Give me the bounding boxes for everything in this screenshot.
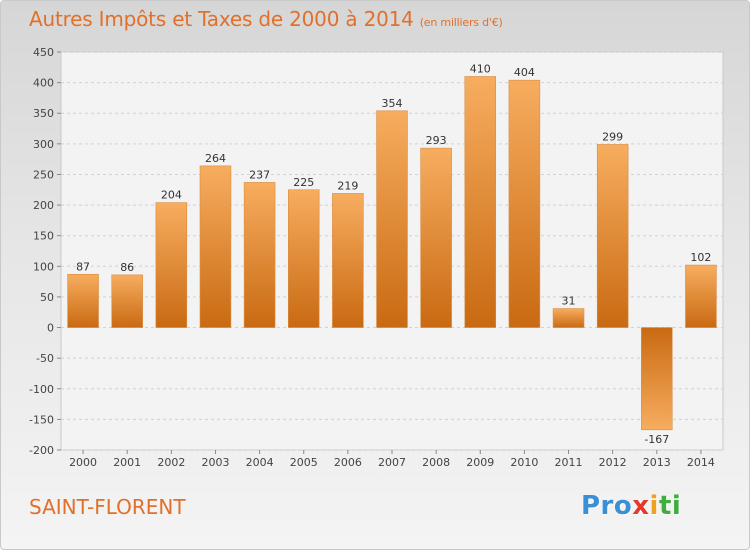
x-tick-label: 2008	[422, 456, 450, 469]
logo-part-4: ti	[658, 491, 682, 521]
y-tick-label: 200	[33, 199, 54, 212]
y-tick-label: 250	[33, 168, 54, 181]
x-tick-label: 2003	[201, 456, 229, 469]
x-tick-label: 2014	[687, 456, 715, 469]
y-tick-label: 50	[40, 291, 54, 304]
bar	[199, 165, 232, 328]
y-tick-label: -200	[29, 444, 54, 457]
logo-part-2: x	[632, 491, 650, 521]
bar	[111, 274, 143, 328]
data-label: 31	[562, 295, 576, 308]
bar	[287, 189, 320, 328]
x-tick-label: 2005	[290, 456, 318, 469]
data-label: 87	[76, 260, 90, 273]
bar	[67, 273, 99, 328]
y-tick-label: -50	[36, 352, 54, 365]
x-tick-label: 2010	[510, 456, 538, 469]
x-axis: 2000 2001 2002 2003 2004 2005 2006 2007 2008 2009…	[69, 450, 715, 469]
logo-part-1: Pro	[581, 491, 633, 521]
x-tick-label: 2011	[555, 456, 583, 469]
x-tick-label: 2007	[378, 456, 406, 469]
x-tick-label: 2001	[113, 456, 141, 469]
chart-title-text: Autres Impôts et Taxes de 2000 à 2014	[29, 7, 414, 31]
data-label: 237	[249, 168, 270, 181]
bar	[420, 147, 452, 328]
bars: 87 86 204 264 237 225 219 354 293 410 404 31 299 -167…	[67, 62, 717, 446]
x-tick-label: 2004	[246, 456, 274, 469]
location-label: SAINT-FLORENT	[29, 495, 186, 519]
bar	[243, 182, 276, 328]
y-tick-label: 350	[33, 107, 54, 120]
y-tick-label: 0	[47, 322, 54, 335]
data-label: 86	[120, 261, 134, 274]
x-tick-label: 2002	[157, 456, 185, 469]
chart-subtitle: (en milliers d'€)	[419, 16, 503, 29]
bar	[685, 264, 717, 328]
y-axis: -200 -150 -100 -50 0 50 100 150 200 250 300 350 400 4…	[29, 46, 61, 457]
y-tick-label: 150	[33, 230, 54, 243]
data-label: 204	[161, 189, 182, 202]
x-tick-label: 2009	[466, 456, 494, 469]
bar	[552, 308, 585, 328]
chart-title: Autres Impôts et Taxes de 2000 à 2014 (en…	[29, 7, 503, 31]
bar	[641, 327, 673, 431]
bar	[464, 76, 497, 328]
bar	[155, 202, 188, 328]
bar	[508, 79, 541, 328]
y-tick-label: 400	[33, 77, 54, 90]
y-tick-label: -150	[29, 413, 54, 426]
x-tick-label: 2006	[334, 456, 362, 469]
data-label: 264	[205, 152, 226, 165]
x-tick-label: 2012	[599, 456, 627, 469]
y-tick-label: -100	[29, 383, 54, 396]
data-label: 219	[337, 179, 358, 192]
data-label: -167	[644, 433, 669, 446]
data-label: 102	[690, 251, 711, 264]
data-label: 410	[470, 62, 491, 75]
data-label: 354	[382, 97, 403, 110]
logo-part-3: i	[649, 491, 659, 521]
bar	[332, 193, 364, 328]
y-tick-label: 450	[33, 46, 54, 59]
data-label: 225	[293, 176, 314, 189]
data-label: 293	[426, 134, 447, 147]
proxiti-logo: Proxiti	[581, 491, 681, 521]
data-label: 299	[602, 130, 623, 143]
x-tick-label: 2000	[69, 456, 97, 469]
y-tick-label: 300	[33, 138, 54, 151]
data-label: 404	[514, 66, 535, 79]
bar	[596, 144, 629, 328]
bar	[376, 110, 408, 328]
x-tick-label: 2013	[643, 456, 671, 469]
y-tick-label: 100	[33, 260, 54, 273]
